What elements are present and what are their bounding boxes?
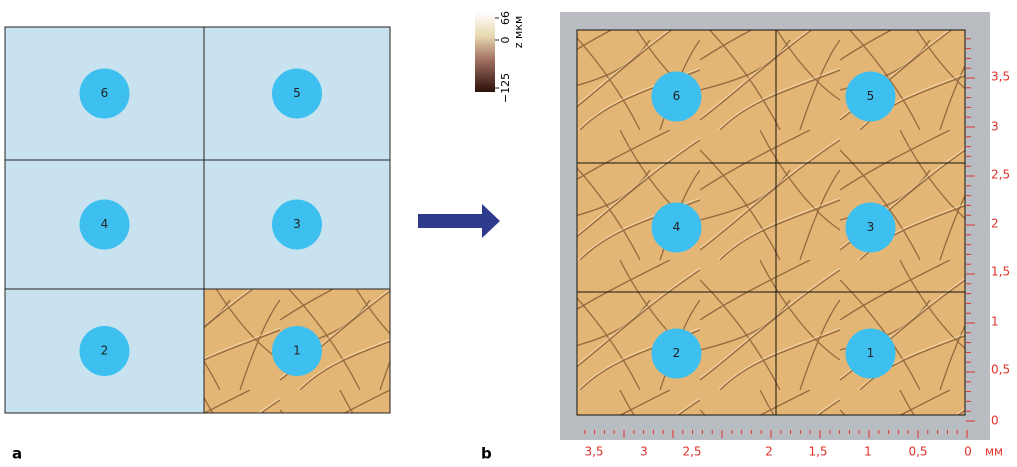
page: 6 5 4 3 2 1 a 6 5 4 3 2 1 0 0,5 1 1,5 2 2,5 3 3,5 3,5 3 2,5 2 1,… <box>0 0 1017 467</box>
panel-label: a <box>12 445 22 463</box>
x-tick-label: 2,5 <box>682 445 701 459</box>
cell-number: 5 <box>293 86 301 100</box>
x-unit: мм <box>985 445 1003 459</box>
cell-number: 2 <box>673 346 681 360</box>
x-tick-label: 0 <box>964 445 972 459</box>
cell-number: 3 <box>293 217 301 231</box>
colorbar-tick-label: 66 <box>499 11 512 25</box>
panel-a: 6 5 4 3 2 1 a <box>5 27 390 463</box>
cell-number: 1 <box>867 346 875 360</box>
x-tick-label: 1 <box>864 445 872 459</box>
colorbar-tick-label: −125 <box>499 73 512 103</box>
panel-label: b <box>481 445 492 463</box>
y-tick-label: 0 <box>991 414 999 428</box>
cell-number: 4 <box>673 220 681 234</box>
cell-number: 6 <box>673 89 681 103</box>
figure: 6 5 4 3 2 1 a 6 5 4 3 2 1 0 0,5 1 1,5 2 2,5 3 3,5 3,5 3 2,5 2 1,… <box>0 0 1017 463</box>
colorbar-tick-label: 0 <box>499 37 512 44</box>
colorbar <box>475 12 495 92</box>
y-tick-label: 1,5 <box>991 265 1010 279</box>
x-tick-label: 2 <box>765 445 773 459</box>
cell-number: 4 <box>101 217 109 231</box>
y-tick-label: 2 <box>991 217 999 231</box>
surface-image <box>577 30 965 415</box>
y-tick-label: 3 <box>991 120 999 134</box>
cell-number: 1 <box>293 344 301 358</box>
y-tick-label: 2,5 <box>991 168 1010 182</box>
cell-number: 5 <box>867 89 875 103</box>
x-tick-label: 0,5 <box>908 445 927 459</box>
y-tick-label: 0,5 <box>991 363 1010 377</box>
colorbar-label: z мкм <box>512 16 525 49</box>
cell-number: 6 <box>101 86 109 100</box>
cell-number: 3 <box>867 220 875 234</box>
panel-b: 6 5 4 3 2 1 0 0,5 1 1,5 2 2,5 3 3,5 3,5 3 2,5 2 1,5 1 0,5 0 мм… <box>481 11 1010 463</box>
x-tick-label: 3,5 <box>584 445 603 459</box>
y-tick-label: 1 <box>991 315 999 329</box>
x-tick-label: 3 <box>640 445 648 459</box>
cell-number: 2 <box>101 344 109 358</box>
y-tick-label: 3,5 <box>991 70 1010 84</box>
x-tick-label: 1,5 <box>808 445 827 459</box>
arrow <box>418 204 500 238</box>
